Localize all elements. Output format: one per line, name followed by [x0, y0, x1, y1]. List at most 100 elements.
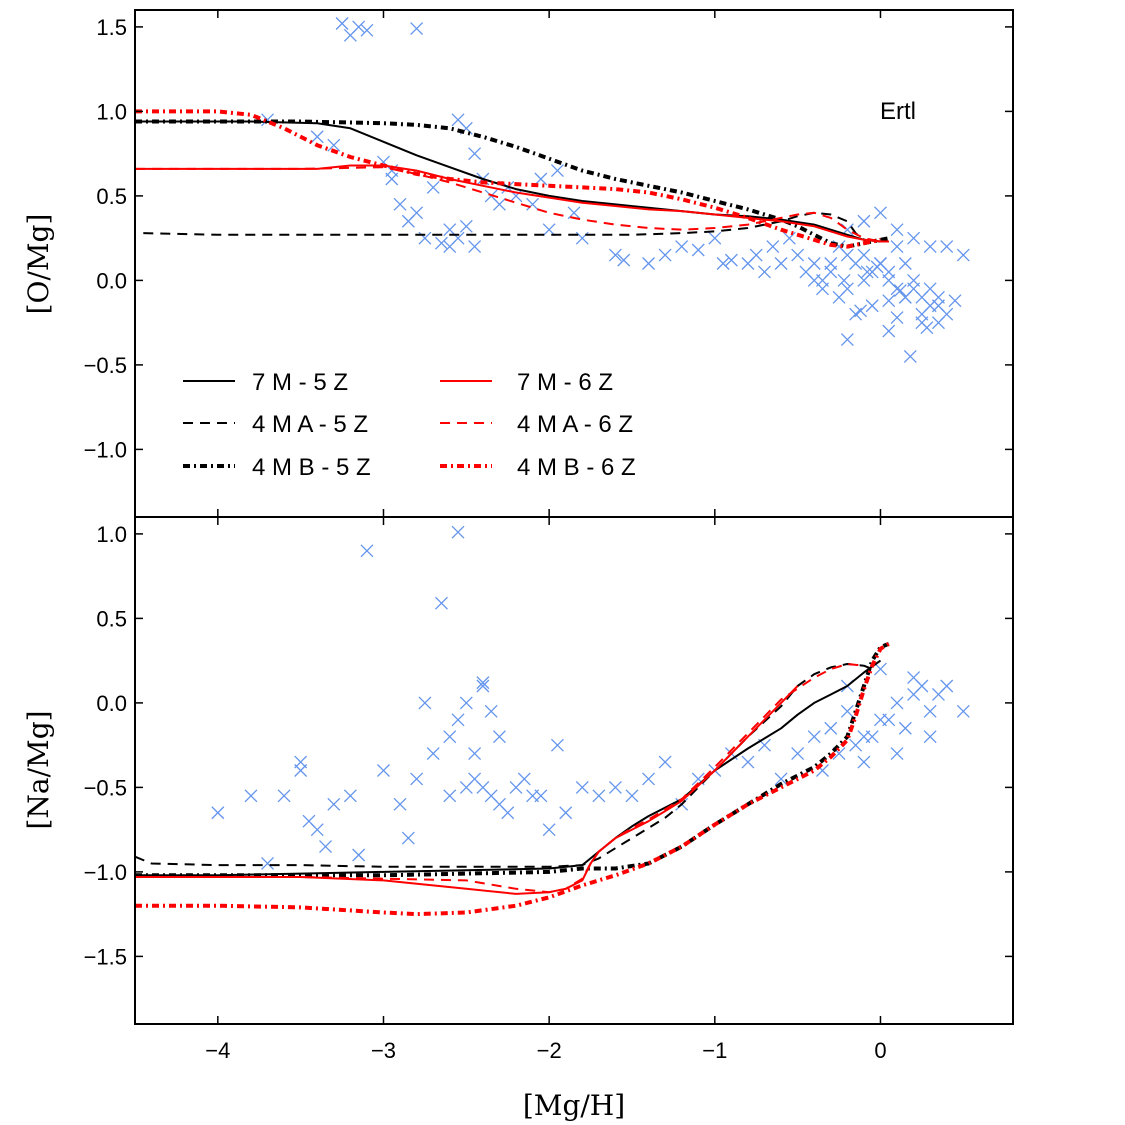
legend-label: 7 M - 6 Z — [517, 369, 613, 396]
top-observation-marker — [410, 206, 424, 220]
top-observation-marker — [931, 290, 945, 304]
bottom-observation-marker — [559, 806, 573, 820]
top-observation-marker — [857, 214, 871, 228]
bottom-series-line — [135, 659, 882, 877]
panel-top: 1.5 1.0 0.5 0.0 −0.5 −1.0 7 M - 5 Z 4 M A - 5 Z… — [84, 9, 1014, 518]
bottom-xtick-label: −2 — [537, 1038, 562, 1063]
top-observation-marker — [567, 206, 581, 220]
top-observation-marker — [724, 253, 738, 267]
bottom-xtick-label: −4 — [205, 1038, 230, 1063]
annotation-ertl: Ertl — [880, 98, 916, 125]
top-observation-marker — [948, 294, 962, 308]
bottom-observation-marker — [625, 789, 639, 803]
top-observation-marker — [857, 248, 871, 262]
bottom-observation-marker — [907, 671, 921, 685]
top-ytick-label: 0.0 — [96, 268, 127, 293]
top-observation-marker — [617, 253, 631, 267]
top-observation-marker — [890, 240, 904, 254]
top-observation-marker — [534, 172, 548, 186]
top-observation-marker — [840, 333, 854, 347]
legend-label: 4 M B - 5 Z — [252, 454, 371, 481]
bottom-observation-marker — [517, 772, 531, 786]
top-observation-marker — [542, 223, 556, 237]
top-observation-marker — [766, 240, 780, 254]
bottom-observation-marker — [476, 676, 490, 690]
top-series-line — [135, 120, 889, 243]
legend-label: 7 M - 5 Z — [252, 369, 348, 396]
top-observation-marker — [860, 265, 874, 279]
top-observation-marker — [837, 273, 851, 287]
top-observation-marker — [903, 349, 917, 363]
top-observation-marker — [854, 304, 868, 318]
bottom-observation-marker — [451, 525, 465, 539]
bottom-observation-marker — [592, 789, 606, 803]
top-observation-marker — [749, 248, 763, 262]
bottom-ytick-label: −1.5 — [84, 944, 127, 969]
bottom-observation-marker — [468, 747, 482, 761]
bottom-observation-marker — [261, 856, 274, 870]
bottom-observation-marker — [327, 797, 341, 811]
bottom-observation-marker — [824, 721, 838, 735]
bottom-xtick-label: −1 — [702, 1038, 727, 1063]
top-observation-marker — [360, 23, 374, 37]
top-observation-marker — [410, 22, 424, 36]
top-ytick-label: 1.0 — [96, 99, 127, 124]
bottom-observation-marker — [476, 780, 490, 794]
top-observation-marker — [526, 197, 540, 211]
top-observation-marker — [840, 282, 854, 296]
legend-label: 4 M A - 5 Z — [252, 411, 368, 438]
bottom-observation-marker — [550, 738, 564, 752]
bottom-observation-marker — [294, 764, 308, 777]
bottom-observation-marker — [443, 789, 457, 803]
bottom-plot-content — [135, 525, 970, 917]
bottom-observation-marker — [410, 772, 424, 786]
top-observation-marker — [920, 321, 934, 335]
top-observation-marker — [882, 294, 896, 308]
bottom-observation-marker — [898, 721, 912, 735]
bottom-observation-marker — [484, 704, 498, 718]
bottom-observation-marker — [658, 755, 672, 769]
bottom-observation-marker — [865, 730, 879, 744]
top-observation-marker — [923, 240, 937, 254]
top-observation-marker — [874, 206, 887, 220]
bottom-observation-marker — [923, 704, 937, 718]
top-observation-marker — [310, 130, 324, 144]
bottom-observation-marker — [890, 696, 904, 710]
bottom-observation-marker — [857, 755, 871, 769]
top-observation-marker — [468, 147, 482, 161]
top-observation-marker — [642, 257, 656, 270]
bottom-observation-marker — [774, 772, 788, 786]
top-ylabel: [O/Mg] — [22, 214, 55, 315]
bottom-observation-marker — [542, 823, 556, 837]
top-observation-marker — [890, 311, 904, 325]
top-observation-marker — [774, 257, 788, 270]
bottom-series-line — [135, 685, 799, 895]
top-observation-marker — [691, 243, 705, 257]
legend-label: 4 M B - 6 Z — [517, 454, 636, 481]
top-observation-marker — [708, 231, 722, 245]
top-observation-marker — [758, 265, 771, 279]
bottom-observation-marker — [393, 797, 407, 811]
top-observation-marker — [890, 223, 904, 237]
top-observation-marker — [608, 248, 622, 262]
top-series-line — [135, 164, 889, 243]
top-observation-marker — [459, 219, 473, 233]
bottom-observation-marker — [459, 696, 473, 710]
bottom-xtick-label: −3 — [371, 1038, 396, 1063]
bottom-observation-marker — [277, 789, 291, 803]
panel-bottom: 1.0 0.5 0.0 −0.5 −1.0 −1.5 −4 −3 −2 −1 0 — [84, 516, 1014, 1063]
top-ytick-label: −0.5 — [84, 353, 127, 378]
top-observation-marker — [898, 257, 912, 270]
bottom-ytick-label: −1.0 — [84, 860, 127, 885]
bottom-ytick-label: 1.0 — [96, 522, 127, 547]
bottom-ylabel: [Na/Mg] — [22, 710, 55, 829]
bottom-observation-marker — [874, 662, 887, 676]
top-series-line — [143, 211, 881, 243]
bottom-ytick-label: −0.5 — [84, 775, 127, 800]
bottom-observation-marker — [890, 747, 904, 761]
bottom-observation-marker — [451, 713, 465, 727]
bottom-observation-marker — [882, 713, 896, 727]
top-observation-marker — [550, 164, 564, 178]
bottom-observation-marker — [575, 780, 589, 794]
bottom-observation-marker — [840, 704, 854, 718]
